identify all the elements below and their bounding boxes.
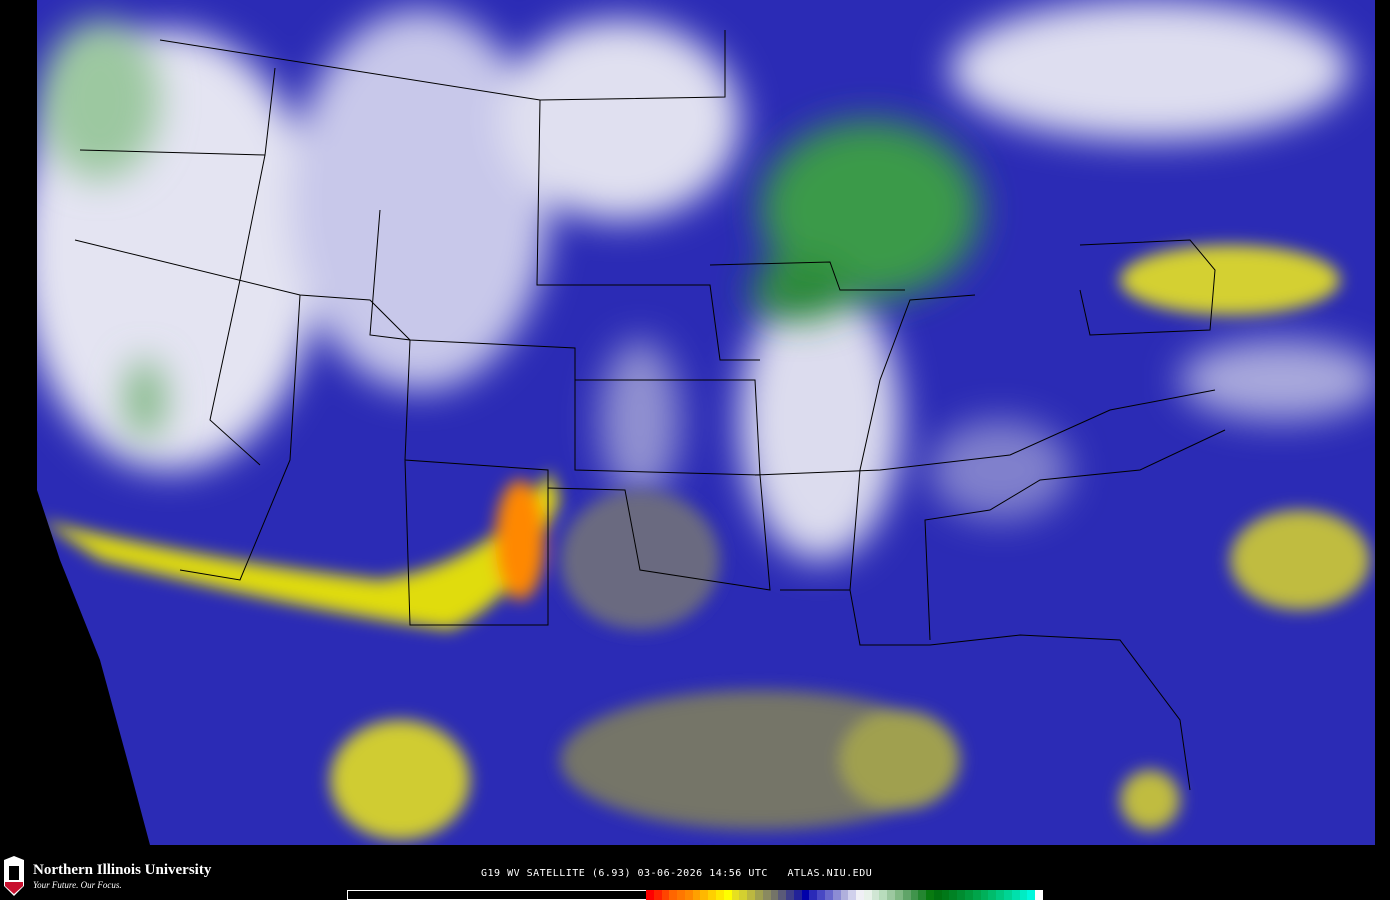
colorbar-swatch [895, 890, 903, 900]
colorbar-swatch [980, 890, 989, 900]
colorbar-swatch [863, 890, 872, 900]
colorbar-swatch [1027, 890, 1036, 900]
colorbar-swatch [646, 890, 654, 900]
colorbar-swatch [910, 890, 919, 900]
colorbar-swatch [918, 890, 927, 900]
colorbar-swatch [669, 890, 678, 900]
imagery [37, 0, 1375, 845]
colorbar-swatch [809, 890, 818, 900]
colorbar-swatch [972, 890, 981, 900]
colorbar-black-segment [347, 890, 646, 900]
very-moist-regions [40, 20, 980, 440]
colorbar-swatch [762, 890, 771, 900]
colorbar-swatch [754, 890, 763, 900]
university-tagline: Your Future. Our Focus. [33, 880, 122, 890]
colorbar-swatch [817, 890, 825, 900]
colorbar-swatch [1019, 890, 1028, 900]
colorbar-swatch [840, 890, 849, 900]
colorbar-swatch [692, 890, 701, 900]
colorbar-swatch [996, 890, 1004, 900]
colorbar-swatch [793, 890, 802, 900]
product-caption: G19 WV SATELLITE (6.93) 03-06-2026 14:56… [481, 868, 873, 879]
colorbar-swatch [739, 890, 748, 900]
colorbar-swatch [832, 890, 841, 900]
colorbar-swatch [856, 890, 864, 900]
colorbar-swatch [801, 890, 810, 900]
colorbar-swatch [949, 890, 958, 900]
colorbar-swatch [926, 890, 934, 900]
water-vapor-satellite-map [37, 0, 1375, 845]
colorbar-swatch [716, 890, 724, 900]
colorbar-swatch [871, 890, 880, 900]
colorbar-swatch [786, 890, 794, 900]
colorbar-swatch [770, 890, 779, 900]
dry-regions [40, 245, 1370, 840]
colorbar-swatch [708, 890, 717, 900]
colorbar-swatch [1003, 890, 1012, 900]
colorbar-swatch [848, 890, 857, 900]
moist-regions [37, 0, 1375, 560]
university-name: Northern Illinois University [33, 862, 212, 878]
colorbar-swatch [700, 890, 709, 900]
colorbar-swatch [661, 890, 670, 900]
colorbar-swatch [902, 890, 911, 900]
colorbar-swatch [933, 890, 942, 900]
colorbar-swatch [723, 890, 732, 900]
colorbar-swatch [965, 890, 973, 900]
colorbar-swatch [887, 890, 895, 900]
colorbar-swatch [824, 890, 833, 900]
colorbar-swatch [957, 890, 966, 900]
colorbar-swatch [778, 890, 787, 900]
colorbar-swatch [1011, 890, 1020, 900]
colorbar-swatch [988, 890, 997, 900]
niu-logo [4, 856, 24, 896]
color-scale-bar [347, 890, 1043, 900]
colorbar-swatch [879, 890, 888, 900]
colorbar-colors [646, 890, 1043, 900]
colorbar-swatch [677, 890, 685, 900]
colorbar-swatch [653, 890, 662, 900]
colorbar-swatch [1035, 890, 1043, 900]
state-borders [74, 30, 1226, 791]
colorbar-swatch [941, 890, 950, 900]
colorbar-swatch [731, 890, 740, 900]
colorbar-swatch [684, 890, 693, 900]
colorbar-swatch [747, 890, 755, 900]
